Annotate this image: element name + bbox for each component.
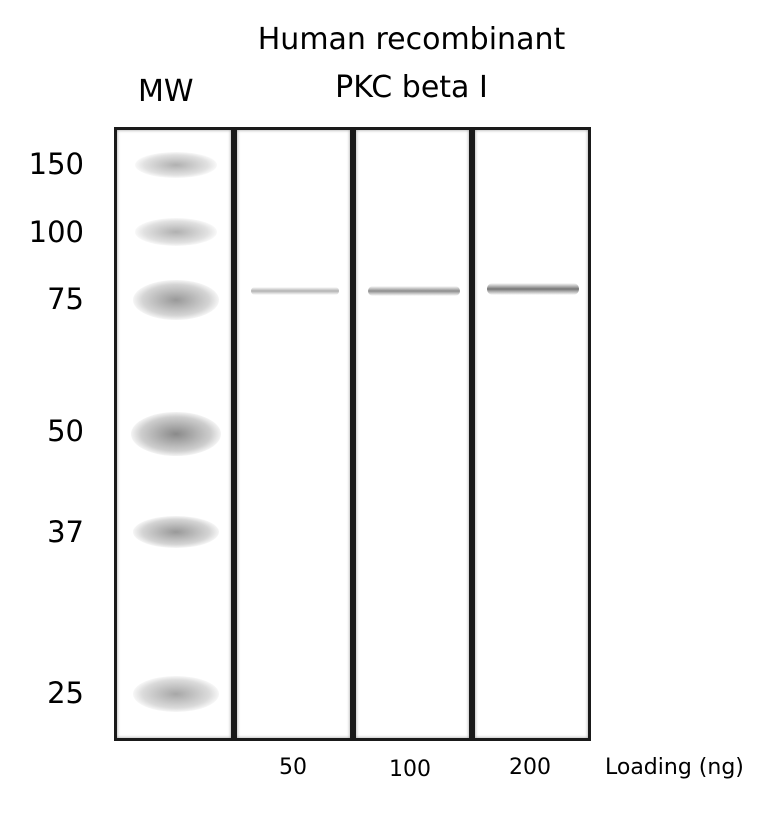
ladder-band-150 bbox=[135, 152, 217, 178]
title-line-1: Human recombinant bbox=[257, 22, 566, 57]
sample-band-100ng bbox=[368, 286, 460, 296]
loading-value-200: 200 bbox=[509, 755, 551, 780]
ladder-band-50 bbox=[131, 412, 221, 456]
mw-header-label: MW bbox=[138, 74, 194, 109]
sample-band-200ng bbox=[487, 283, 579, 295]
mw-tick-100: 100 bbox=[28, 215, 84, 249]
sample-band-50ng bbox=[251, 287, 339, 295]
loading-axis-label: Loading (ng) bbox=[605, 755, 744, 780]
lane-sample-200ng bbox=[472, 127, 591, 741]
lane-sample-50ng bbox=[234, 127, 353, 741]
title-line-2: PKC beta I bbox=[335, 70, 488, 105]
loading-value-50: 50 bbox=[279, 755, 307, 780]
ladder-band-25 bbox=[133, 676, 219, 712]
mw-tick-37: 37 bbox=[47, 515, 84, 549]
mw-tick-50: 50 bbox=[47, 414, 84, 448]
lane-mw-ladder bbox=[114, 127, 234, 741]
mw-tick-25: 25 bbox=[47, 676, 84, 710]
loading-value-100: 100 bbox=[389, 757, 431, 782]
ladder-band-100 bbox=[135, 218, 217, 246]
mw-tick-150: 150 bbox=[28, 147, 84, 181]
ladder-band-75 bbox=[133, 280, 219, 320]
ladder-band-37 bbox=[133, 516, 219, 548]
lane-sample-100ng bbox=[353, 127, 472, 741]
mw-tick-75: 75 bbox=[47, 282, 84, 316]
